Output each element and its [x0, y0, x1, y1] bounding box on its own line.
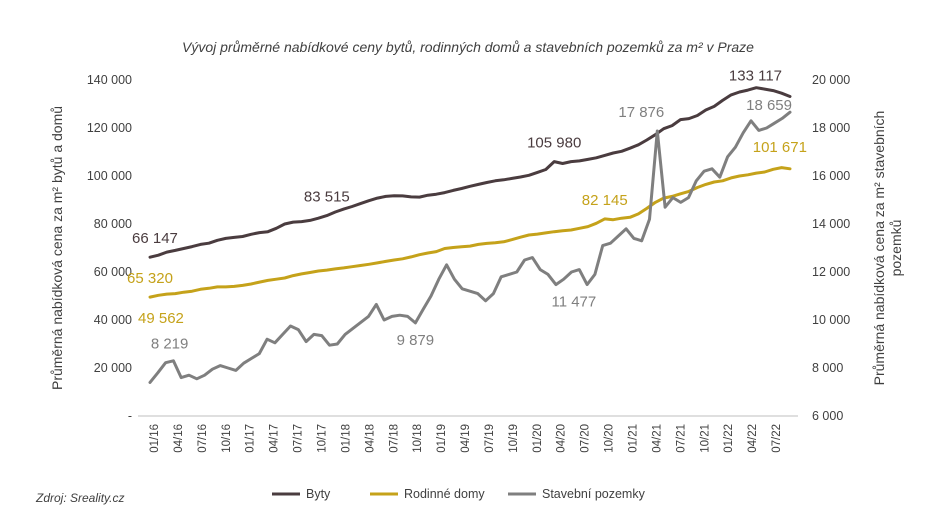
- x-tick-label: 10/19: [508, 424, 520, 453]
- series-lines: [148, 86, 792, 384]
- y-right-tick-label: 14 000: [812, 217, 850, 231]
- data-label: 11 477: [551, 294, 596, 311]
- y-right-tick-label: 12 000: [812, 265, 850, 279]
- y-left-tick-label: 100 000: [87, 169, 132, 183]
- data-labels: 66 147 83 515 105 980 133 117 49 562 65 320 82…: [127, 68, 807, 353]
- data-label: 49 562: [138, 310, 184, 327]
- chart-title: Vývoj průměrné nabídkové ceny bytů, rodi…: [182, 39, 754, 55]
- y-left-tick-label: 80 000: [94, 217, 132, 231]
- x-tick-label: 07/20: [580, 424, 592, 453]
- data-label: 101 671: [753, 139, 807, 156]
- x-tick-label: 04/16: [173, 424, 185, 453]
- y-left-tick-label: 20 000: [94, 361, 132, 375]
- x-tick-label: 10/16: [221, 424, 233, 453]
- y-right-tick-label: 20 000: [812, 73, 850, 87]
- legend: Byty Rodinné domy Stavební pozemky: [272, 487, 646, 501]
- y-left-tick-label: 140 000: [87, 73, 132, 87]
- x-tick-label: 01/21: [628, 424, 640, 453]
- x-tick-label: 10/17: [317, 424, 329, 453]
- data-label: 82 145: [582, 192, 628, 209]
- x-tick-label: 10/20: [604, 424, 616, 453]
- axes: - 20 000 40 000 60 000 80 000 100 000 120 000 1…: [49, 73, 904, 453]
- x-tick-label: 01/20: [532, 424, 544, 453]
- x-tick-label: 07/16: [197, 424, 209, 453]
- x-tick-label: 01/22: [723, 424, 735, 453]
- y-right-tick-label: 8 000: [812, 361, 843, 375]
- x-tick-label: 04/17: [269, 424, 281, 453]
- series-line-byty: [148, 86, 792, 259]
- series-line-stavební-pozemky: [148, 110, 792, 384]
- x-tick-label: 01/18: [340, 424, 352, 453]
- x-tick-label: 07/17: [293, 424, 305, 453]
- y-right-axis-title-line: Průměrná nabídková cena za m² stavebních: [871, 111, 887, 386]
- data-label: 17 876: [618, 104, 664, 121]
- x-tick-label: 01/17: [245, 424, 257, 453]
- x-tick-label: 07/19: [484, 424, 496, 453]
- x-tick-label: 07/22: [771, 424, 783, 453]
- y-left-axis-title-line: Průměrná nabídková cena za m² bytů a dom…: [49, 106, 65, 390]
- legend-label: Stavební pozemky: [542, 487, 646, 501]
- y-right-tick-label: 6 000: [812, 409, 843, 423]
- data-label: 105 980: [527, 135, 581, 152]
- data-label: 9 879: [397, 332, 435, 349]
- y-left-tick-label: 60 000: [94, 265, 132, 279]
- x-tick-label: 04/21: [651, 424, 663, 453]
- data-label: 83 515: [304, 189, 350, 206]
- series-line-rodinné-domy: [148, 166, 792, 299]
- legend-label: Byty: [306, 487, 331, 501]
- legend-label: Rodinné domy: [404, 487, 485, 501]
- x-tick-label: 01/16: [149, 424, 161, 453]
- x-tick-label: 07/21: [675, 424, 687, 453]
- data-label: 8 219: [151, 336, 189, 353]
- y-right-axis-title: Průměrná nabídková cena za m² stavebních…: [871, 111, 904, 386]
- x-tick-label: 04/18: [364, 424, 376, 453]
- data-label: 133 117: [729, 68, 782, 85]
- y-right-axis-title-line: pozemků: [888, 220, 904, 277]
- data-label: 18 659: [746, 97, 792, 114]
- y-left-tick-label: 40 000: [94, 313, 132, 327]
- data-label: 65 320: [127, 270, 173, 287]
- source-note: Zdroj: Sreality.cz: [35, 491, 124, 505]
- y-left-tick-label: -: [128, 409, 132, 423]
- x-tick-label: 10/21: [699, 424, 711, 453]
- y-left-tick-label: 120 000: [87, 121, 132, 135]
- y-right-tick-label: 10 000: [812, 313, 850, 327]
- x-tick-label: 04/22: [747, 424, 759, 453]
- y-left-axis-title: Průměrná nabídková cena za m² bytů a dom…: [49, 106, 65, 390]
- x-tick-label: 04/20: [556, 424, 568, 453]
- x-tick-label: 04/19: [460, 424, 472, 453]
- data-label: 66 147: [132, 230, 178, 247]
- x-tick-label: 07/18: [388, 424, 400, 453]
- x-tick-label: 01/19: [436, 424, 448, 453]
- y-right-tick-label: 18 000: [812, 121, 850, 135]
- y-right-tick-label: 16 000: [812, 169, 850, 183]
- x-tick-label: 10/18: [412, 424, 424, 453]
